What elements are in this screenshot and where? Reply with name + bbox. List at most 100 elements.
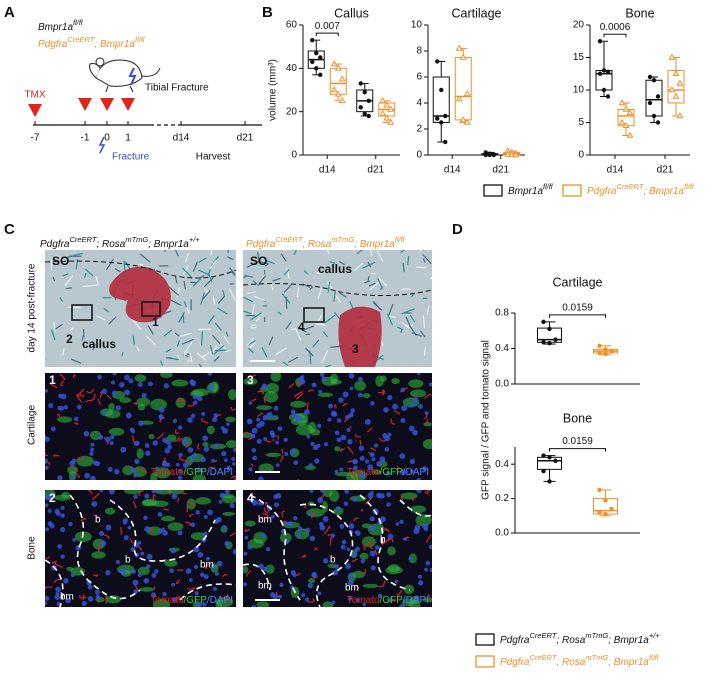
nucleus xyxy=(252,455,258,461)
nucleus xyxy=(91,500,98,507)
tomato-signal xyxy=(132,501,137,509)
data-point xyxy=(379,110,387,117)
fiber xyxy=(208,273,213,282)
data-point xyxy=(459,116,467,123)
nucleus xyxy=(162,591,167,597)
fiber xyxy=(183,280,186,290)
fiber xyxy=(400,328,403,333)
data-point xyxy=(647,100,653,106)
nucleus xyxy=(309,490,314,493)
nucleus xyxy=(213,413,218,418)
y-tick-label: 0 xyxy=(578,150,584,161)
nucleus xyxy=(327,403,334,409)
gfp-signal xyxy=(264,391,279,403)
nucleus xyxy=(321,376,327,382)
legend-label: PdgfraCreERT; RosamTmG; Bmpr1afl/fl xyxy=(500,653,659,668)
fiber xyxy=(62,348,65,356)
fiber xyxy=(354,262,364,272)
nucleus xyxy=(352,497,358,502)
nucleus xyxy=(376,461,382,467)
tomato-signal xyxy=(87,490,93,495)
fiber xyxy=(287,356,299,363)
nucleus xyxy=(292,572,297,578)
nucleus xyxy=(87,596,94,602)
nucleus xyxy=(429,568,432,572)
texture xyxy=(243,373,432,480)
fiber xyxy=(189,352,193,363)
data-point xyxy=(387,118,395,125)
nucleus xyxy=(347,596,353,601)
nucleus xyxy=(201,602,207,607)
nucleus xyxy=(336,437,342,443)
nucleus xyxy=(57,544,63,549)
nucleus xyxy=(319,490,326,493)
tomato-signal xyxy=(153,586,156,590)
tomato-signal xyxy=(374,550,378,555)
nucleus xyxy=(369,452,375,458)
fiber xyxy=(184,352,191,356)
gfp-signal xyxy=(191,388,209,397)
nucleus xyxy=(332,569,339,576)
tomato-signal xyxy=(307,598,315,603)
tomato-signal xyxy=(82,594,85,601)
gfp-signal xyxy=(400,492,418,500)
nucleus xyxy=(45,437,50,443)
gfp-signal xyxy=(150,472,158,480)
nucleus xyxy=(369,525,376,532)
nucleus xyxy=(317,591,322,596)
data-point xyxy=(609,348,614,354)
nucleus xyxy=(399,453,406,460)
nucleus xyxy=(306,434,311,439)
nucleus xyxy=(197,396,203,402)
image-tag: SO xyxy=(52,254,69,268)
nucleus xyxy=(226,465,232,471)
nucleus xyxy=(89,451,94,456)
tomato-signal xyxy=(53,454,60,458)
fiber xyxy=(192,277,202,287)
nucleus xyxy=(330,533,336,538)
gfp-signal xyxy=(243,377,258,386)
gfp-signal xyxy=(164,559,178,567)
fiber xyxy=(334,312,341,320)
fiber xyxy=(243,335,244,337)
timeline-label: 1 xyxy=(125,133,131,144)
nucleus xyxy=(293,460,299,465)
tomato-signal xyxy=(277,434,279,440)
tomato-signal xyxy=(250,492,253,498)
nucleus xyxy=(246,418,253,425)
nucleus xyxy=(187,417,193,423)
gfp-signal xyxy=(91,551,106,559)
tomato-signal xyxy=(310,511,316,519)
nucleus xyxy=(192,452,198,458)
fiber xyxy=(321,350,329,363)
nucleus xyxy=(349,386,354,391)
nucleus xyxy=(60,506,65,511)
fiber xyxy=(362,261,376,269)
nucleus xyxy=(178,468,183,474)
x-tick-label: d14 xyxy=(607,165,624,176)
x-tick-label: d21 xyxy=(657,165,674,176)
box-plot xyxy=(356,81,374,119)
data-point xyxy=(338,75,346,82)
chart-title: Cartilage xyxy=(552,275,602,289)
texture xyxy=(243,250,432,367)
fiber xyxy=(326,281,333,290)
y-tick-label: 20 xyxy=(286,106,298,117)
column-header: PdgfraCreERT; RosamTmG; Bmpr1a+/+ xyxy=(40,235,200,250)
gfp-signal xyxy=(253,532,268,544)
nucleus xyxy=(347,579,354,586)
nucleus xyxy=(422,523,429,530)
nucleus xyxy=(308,511,312,516)
data-point xyxy=(318,72,323,78)
nucleus xyxy=(248,401,253,405)
nucleus xyxy=(163,383,170,389)
data-point xyxy=(455,44,463,51)
nucleus xyxy=(409,458,416,465)
data-point xyxy=(605,69,611,75)
nucleus xyxy=(384,447,390,452)
nucleus xyxy=(187,447,194,453)
nucleus xyxy=(399,603,405,607)
tomato-signal xyxy=(214,459,218,463)
nucleus xyxy=(373,443,378,448)
gfp-signal xyxy=(141,499,155,507)
